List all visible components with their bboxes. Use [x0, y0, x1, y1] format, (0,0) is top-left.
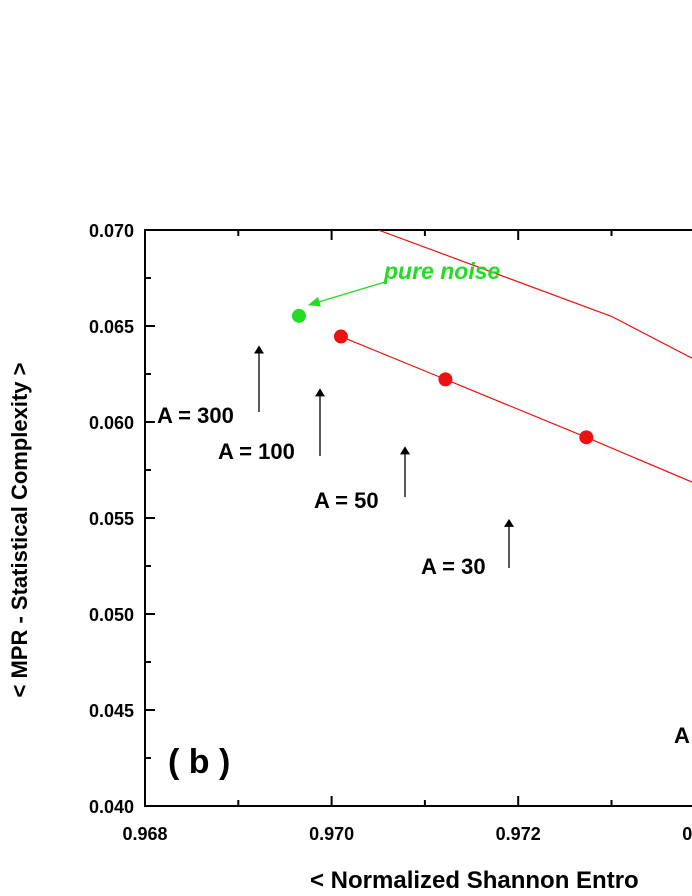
edge-label: A	[674, 723, 690, 748]
annotation-arrows	[254, 281, 514, 568]
y-tick-label: 0.060	[89, 413, 134, 433]
data-points	[291, 308, 594, 445]
point-label: A = 50	[314, 488, 379, 513]
point-label: A = 30	[421, 554, 486, 579]
y-tick-label: 0.055	[89, 509, 134, 529]
axis-ticks: 0.9680.9700.9720.9740.9760.90.0400.0450.…	[89, 221, 692, 844]
data-point	[579, 430, 594, 445]
y-tick-label: 0.070	[89, 221, 134, 241]
annotation-labels: A = 300 A = 100 A = 50 A = 30 pure noise	[157, 258, 501, 579]
pure-noise-label: pure noise	[383, 258, 501, 284]
point-label: A = 100	[218, 439, 295, 464]
x-tick-label: 0.970	[309, 824, 354, 844]
series-curve-2	[378, 230, 692, 359]
y-tick-label: 0.045	[89, 701, 134, 721]
y-tick-label: 0.050	[89, 605, 134, 625]
data-point	[438, 372, 453, 387]
y-axis-label: < MPR - Statistical Complexity >	[7, 363, 32, 698]
y-tick-label: 0.065	[89, 317, 134, 337]
x-tick-label: 0.968	[122, 824, 167, 844]
x-axis-label: < Normalized Shannon Entro	[310, 867, 639, 894]
y-tick-label: 0.040	[89, 797, 134, 817]
x-tick-label: 0.974	[682, 824, 692, 844]
pure-noise-arrow	[307, 281, 386, 307]
x-tick-label: 0.972	[496, 824, 541, 844]
data-point-pure-noise	[291, 308, 306, 323]
series-curves	[340, 230, 692, 483]
panel-label: ( b )	[168, 743, 230, 781]
point-label: A = 300	[157, 403, 234, 428]
data-point	[333, 329, 348, 344]
series-curve-1	[340, 336, 692, 483]
